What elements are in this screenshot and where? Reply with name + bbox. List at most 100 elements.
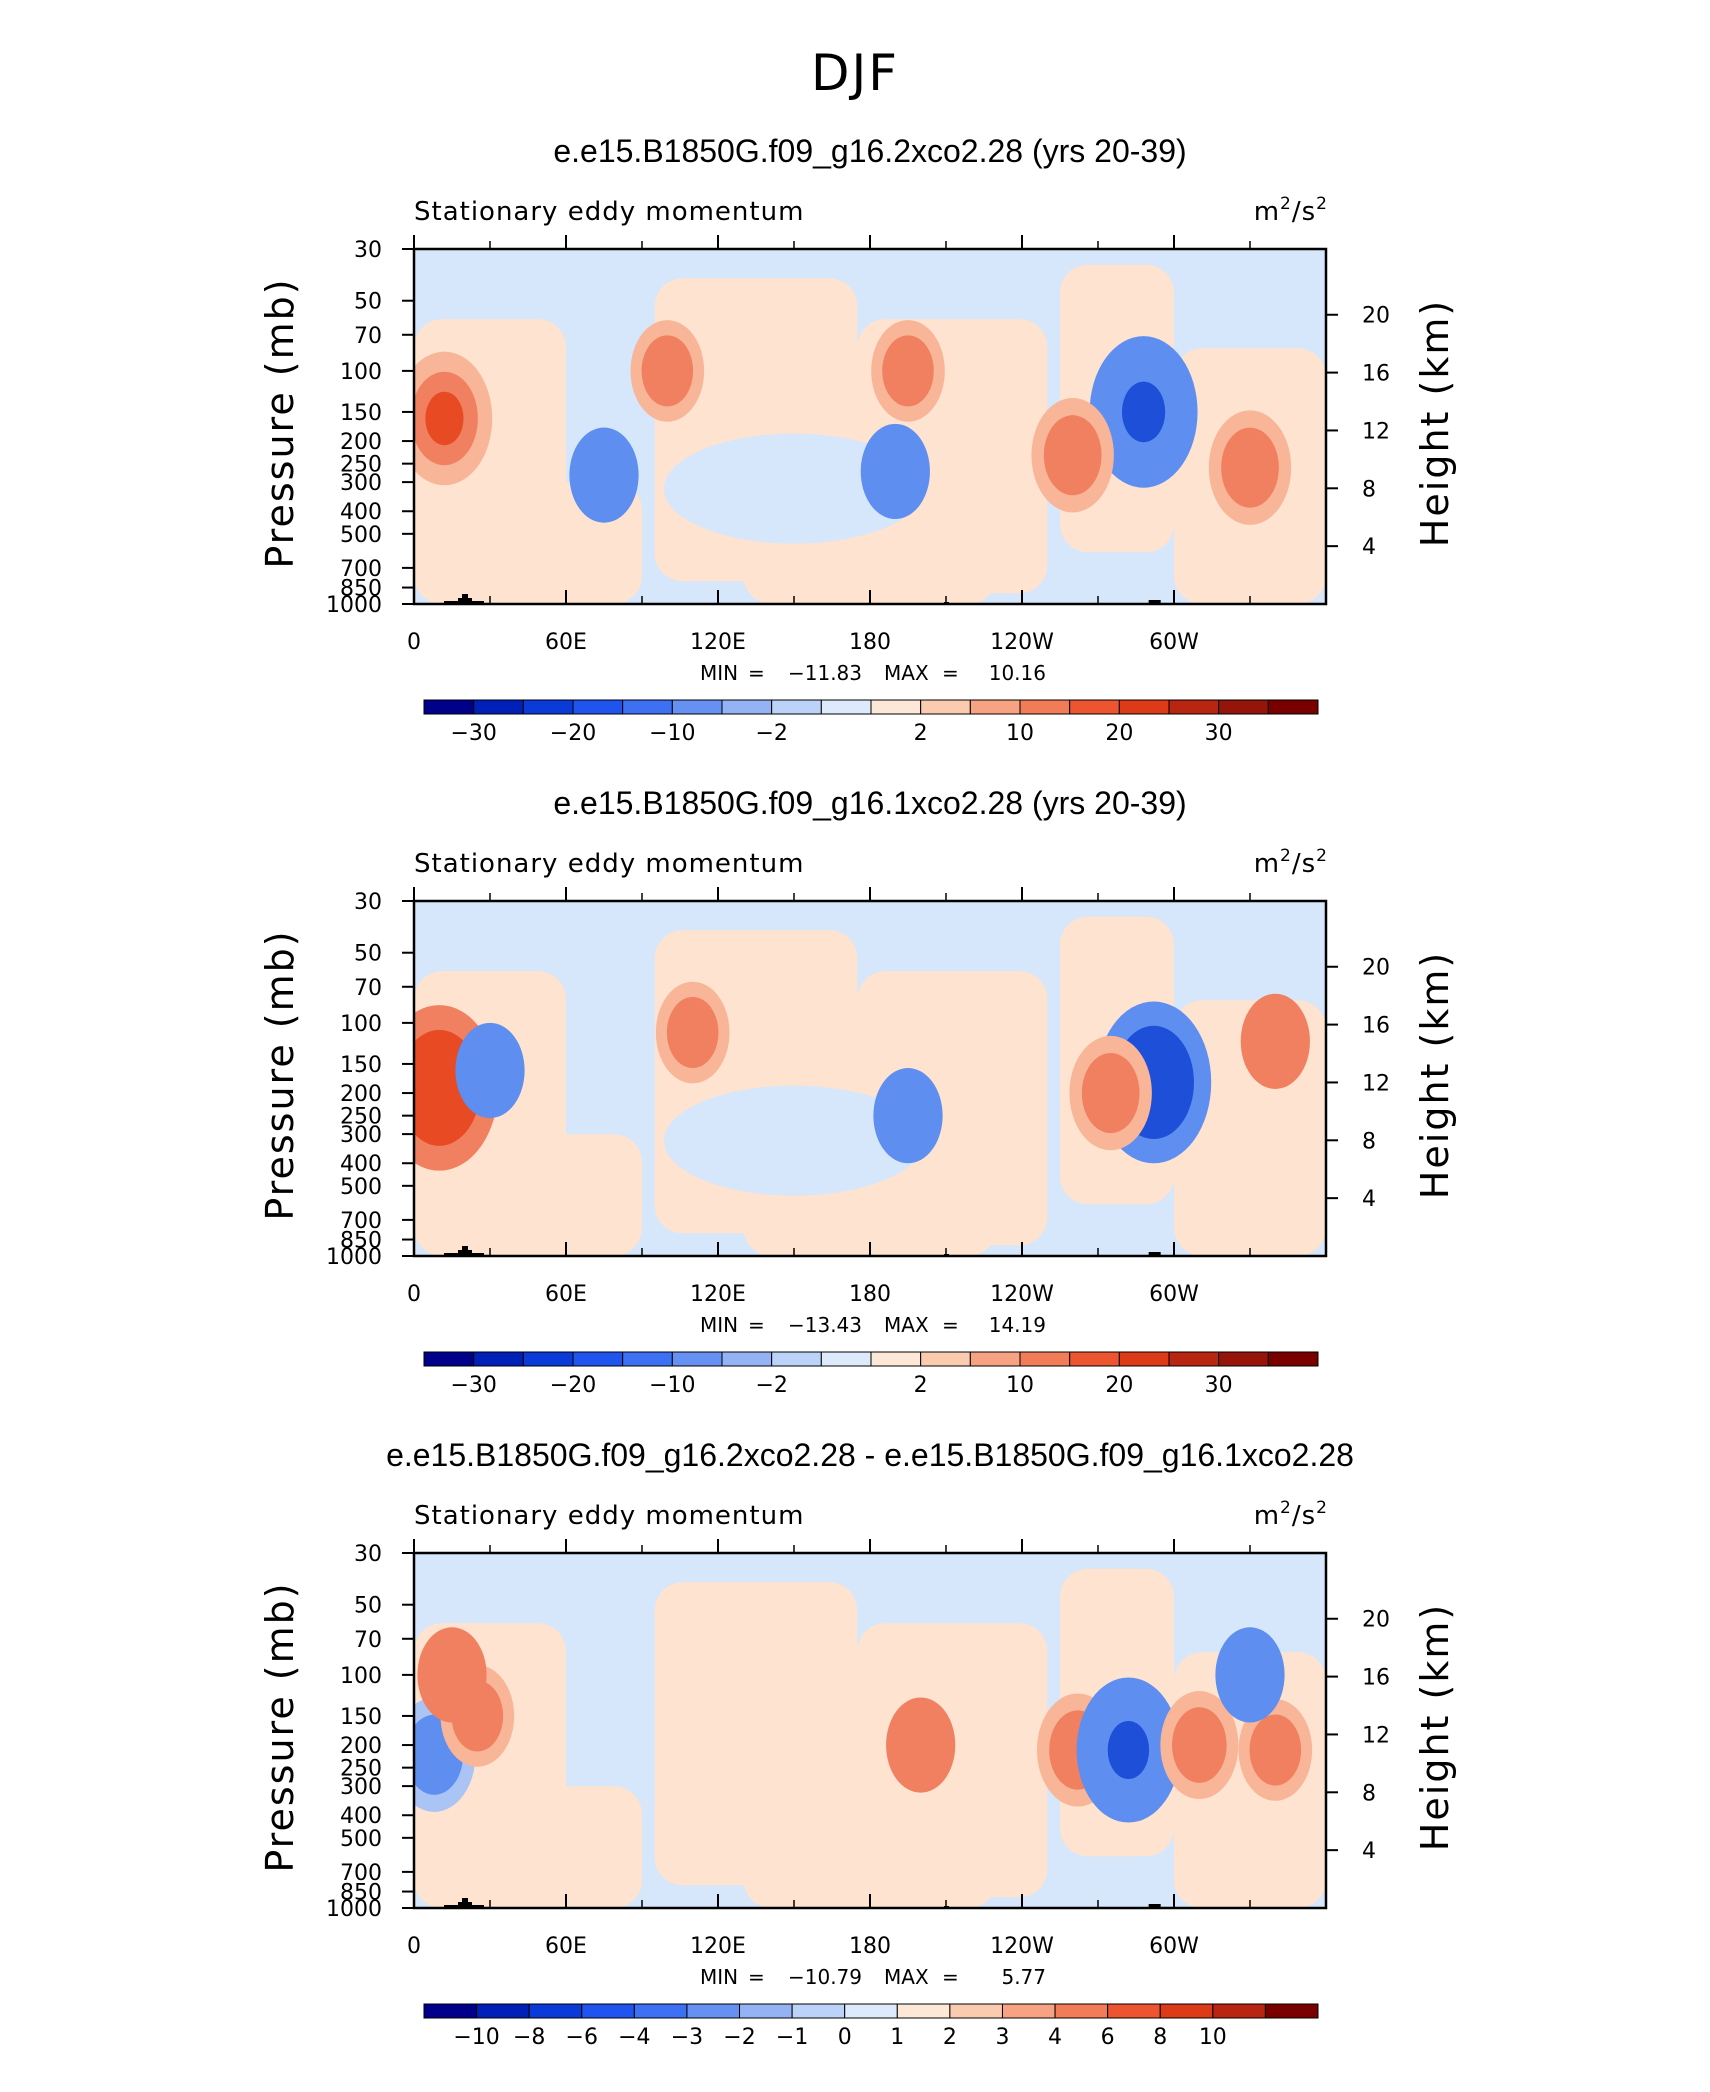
- colorbar-swatch: [633, 2003, 688, 2019]
- colorbar-swatch: [1019, 1351, 1071, 1367]
- contour-band: [664, 433, 924, 544]
- colorbar-swatch: [572, 1351, 624, 1367]
- y2-tick-label: 4: [1362, 1839, 1376, 1864]
- colorbar-swatch: [622, 699, 673, 715]
- y2-axis-label: Height (km): [1413, 299, 1457, 547]
- terrain: [462, 594, 468, 604]
- colorbar-swatch: [423, 2003, 478, 2019]
- colorbar-tick-label: −20: [550, 721, 596, 746]
- colorbar-swatch: [844, 2003, 898, 2019]
- y-tick-label: 850: [340, 577, 382, 602]
- y-tick-label: 300: [340, 1775, 382, 1800]
- y-axis-label: Pressure (mb): [258, 1581, 302, 1872]
- x-tick-label: 60W: [1149, 630, 1199, 655]
- y-axis-label: Pressure (mb): [258, 929, 302, 1220]
- terrain: [462, 1898, 468, 1908]
- y-tick-label: 850: [340, 1881, 382, 1906]
- y-tick-label: 250: [340, 1105, 382, 1130]
- colorbar-swatch: [1019, 699, 1071, 715]
- max-label: MAX: [884, 1313, 929, 1337]
- contour-feature: [1122, 381, 1166, 443]
- y-tick-label: 1000: [326, 1897, 382, 1922]
- contour-field: [414, 901, 1326, 1256]
- colorbar-swatch: [671, 1351, 723, 1367]
- y2-tick-label: 8: [1362, 1129, 1376, 1154]
- x-tick-label: 120E: [690, 1282, 746, 1307]
- contour-feature: [1221, 427, 1279, 508]
- max-value: 14.19: [989, 1313, 1046, 1337]
- x-tick-label: 60W: [1149, 1282, 1199, 1307]
- max-equals: =: [942, 661, 959, 685]
- min-equals: =: [748, 1313, 765, 1337]
- colorbar-swatch: [721, 1351, 773, 1367]
- colorbar-tick-label: 20: [1105, 721, 1133, 746]
- colorbar: −30 −20 −10 −2 2 10 20 30: [423, 1351, 1319, 1398]
- colorbar-swatch: [622, 1351, 673, 1367]
- contour-band: [515, 1134, 642, 1256]
- y-tick-label: 250: [340, 1757, 382, 1782]
- y2-tick-label: 20: [1362, 1608, 1390, 1633]
- colorbar-swatch: [1218, 699, 1269, 715]
- colorbar-swatch: [1168, 699, 1220, 715]
- max-value: 5.77: [1001, 1965, 1046, 1989]
- y-tick-label: 250: [340, 453, 382, 478]
- x-tick-label: 120E: [690, 630, 746, 655]
- x-tick-label: 60W: [1149, 1934, 1199, 1959]
- colorbar-swatch: [423, 1351, 475, 1367]
- y-tick-label: 70: [354, 1628, 382, 1653]
- colorbar-tick-label: 10: [1006, 721, 1034, 746]
- contour-feature: [425, 391, 464, 446]
- y-tick-label: 1000: [326, 593, 382, 618]
- colorbar: −30 −20 −10 −2 2 10 20 30: [423, 699, 1319, 746]
- colorbar-tick-label: −10: [649, 721, 695, 746]
- contour-feature: [415, 1054, 463, 1121]
- y-tick-label: 100: [340, 1664, 382, 1689]
- contour-band: [515, 1786, 642, 1908]
- colorbar-tick-label: −30: [450, 1373, 496, 1398]
- colorbar-swatch: [572, 699, 624, 715]
- colorbar-swatch: [1168, 1351, 1220, 1367]
- field-label: Stationary eddy momentum: [414, 1501, 804, 1531]
- x-tick-label: 120W: [990, 1282, 1054, 1307]
- colorbar-swatch: [739, 2003, 793, 2019]
- contour-feature: [569, 427, 639, 523]
- contour-band: [743, 1815, 997, 1908]
- x-tick-label: 120W: [990, 1934, 1054, 1959]
- y-tick-label: 150: [340, 1705, 382, 1730]
- y-tick-label: 400: [340, 1152, 382, 1177]
- y-tick-label: 150: [340, 1053, 382, 1078]
- x-tick-label: 60E: [545, 1934, 587, 1959]
- y-tick-label: 1000: [326, 1245, 382, 1270]
- x-tick-label: 60E: [545, 1282, 587, 1307]
- colorbar-swatch: [870, 1351, 922, 1367]
- min-label: MIN: [700, 1313, 738, 1337]
- y2-tick-label: 12: [1362, 1723, 1390, 1748]
- y-tick-label: 200: [340, 1082, 382, 1107]
- colorbar-swatch: [528, 2003, 583, 2019]
- x-tick-label: 0: [407, 1282, 421, 1307]
- colorbar-tick-label: −20: [550, 1373, 596, 1398]
- y2-tick-label: 16: [1362, 1014, 1390, 1039]
- min-equals: =: [748, 1965, 765, 1989]
- field-label: Stationary eddy momentum: [414, 849, 804, 879]
- colorbar-swatch: [686, 2003, 741, 2019]
- y2-tick-label: 4: [1362, 1187, 1376, 1212]
- colorbar-swatch: [1069, 1351, 1120, 1367]
- colorbar-swatch: [423, 699, 475, 715]
- y-tick-label: 50: [354, 942, 382, 967]
- y2-tick-label: 20: [1362, 956, 1390, 981]
- contour-feature: [1107, 1720, 1150, 1780]
- y2-tick-label: 12: [1362, 1071, 1390, 1096]
- colorbar-swatch: [1118, 1351, 1170, 1367]
- panel-difference: e.e15.B1850G.f09_g16.2xco2.28 - e.e15.B1…: [258, 1437, 1457, 2050]
- colorbar-swatch: [1264, 2003, 1319, 2019]
- x-tick-label: 180: [849, 630, 891, 655]
- x-tick-label: 60E: [545, 630, 587, 655]
- x-tick-label: 180: [849, 1282, 891, 1307]
- colorbar-swatch: [870, 699, 922, 715]
- min-value: −13.43: [788, 1313, 862, 1337]
- contour-feature: [1249, 1714, 1302, 1786]
- colorbar-tick-label: −2: [755, 721, 787, 746]
